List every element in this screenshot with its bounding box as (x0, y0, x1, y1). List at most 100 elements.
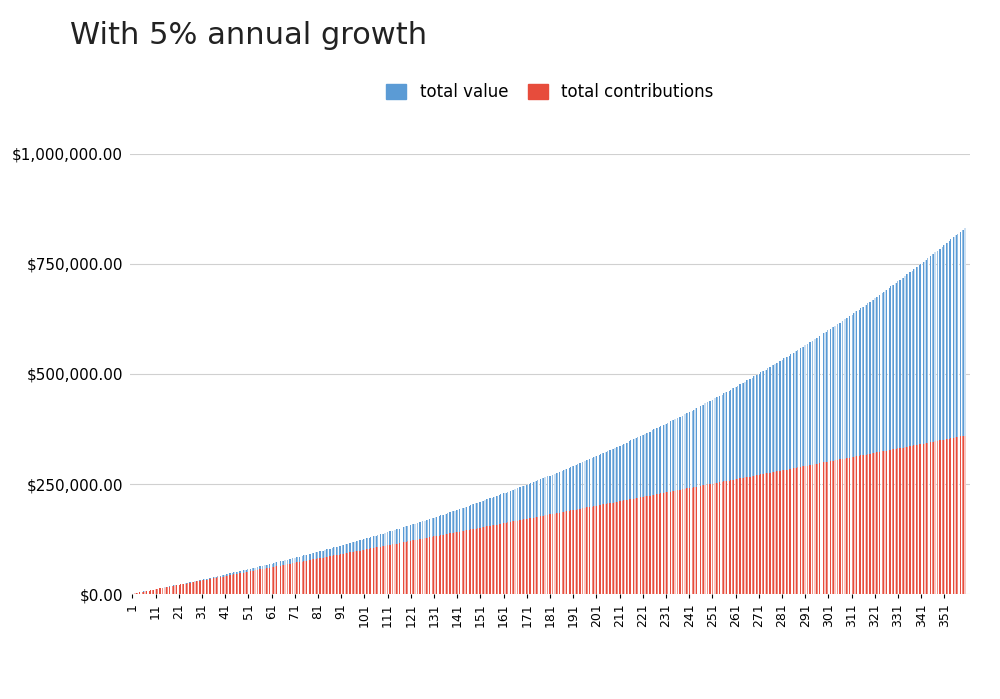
Bar (301, 556, 303, 594)
Bar (461, 531, 463, 594)
Bar (315, 559, 317, 594)
Bar (563, 512, 565, 594)
Bar (853, 456, 855, 594)
Bar (155, 589, 157, 594)
Bar (920, 444, 922, 594)
Bar (633, 498, 635, 594)
Bar (656, 428, 658, 594)
Bar (284, 565, 286, 594)
Bar (867, 303, 869, 594)
Bar (558, 512, 560, 594)
Bar (846, 318, 848, 594)
Bar (519, 487, 521, 594)
Bar (593, 506, 595, 594)
Bar (899, 280, 901, 594)
Bar (401, 528, 402, 594)
Bar (340, 554, 342, 594)
Bar (394, 544, 396, 594)
Bar (702, 405, 704, 594)
Bar (892, 284, 894, 594)
Bar (544, 515, 546, 594)
Bar (876, 296, 878, 594)
Bar (960, 231, 962, 594)
Bar (419, 539, 421, 594)
Bar (171, 586, 173, 594)
Bar (196, 582, 198, 594)
Bar (670, 421, 672, 594)
Bar (498, 524, 500, 594)
Bar (138, 592, 140, 594)
Bar (888, 450, 890, 594)
Bar (500, 494, 502, 594)
Bar (582, 508, 583, 594)
Bar (872, 300, 874, 594)
Bar (851, 315, 853, 594)
Bar (507, 491, 509, 594)
Bar (582, 462, 583, 594)
Bar (677, 490, 679, 594)
Bar (424, 521, 426, 594)
Bar (686, 413, 688, 594)
Bar (537, 480, 539, 594)
Bar (767, 368, 769, 594)
Bar (834, 460, 836, 594)
Bar (533, 517, 535, 594)
Bar (291, 559, 293, 594)
Bar (839, 459, 841, 594)
Bar (465, 531, 467, 594)
Bar (904, 447, 906, 594)
Bar (324, 557, 326, 594)
Bar (709, 401, 711, 594)
Bar (331, 548, 333, 594)
Bar (435, 517, 437, 594)
Bar (923, 261, 925, 594)
Bar (220, 577, 221, 594)
Bar (955, 236, 957, 594)
Bar (303, 561, 305, 594)
Bar (173, 586, 175, 594)
Bar (607, 503, 609, 594)
Bar (932, 442, 934, 594)
Bar (477, 503, 479, 594)
Bar (844, 459, 846, 594)
Bar (605, 504, 607, 594)
Bar (280, 565, 282, 594)
Bar (737, 479, 739, 594)
Bar (860, 456, 862, 594)
Bar (526, 519, 528, 594)
Bar (226, 574, 228, 594)
Bar (201, 580, 203, 594)
Bar (551, 514, 553, 594)
Bar (291, 563, 293, 594)
Bar (359, 551, 361, 594)
Bar (275, 566, 277, 594)
Bar (296, 563, 298, 594)
Bar (595, 505, 597, 594)
Bar (825, 462, 827, 594)
Bar (310, 554, 312, 594)
Bar (830, 461, 832, 594)
Bar (656, 494, 658, 594)
Bar (264, 568, 266, 594)
Bar (772, 366, 774, 594)
Bar (148, 591, 150, 594)
Bar (637, 498, 639, 594)
Bar (867, 454, 869, 594)
Bar (496, 524, 498, 594)
Bar (890, 287, 892, 594)
Bar (885, 451, 887, 594)
Bar (593, 457, 595, 594)
Bar (918, 445, 920, 594)
Bar (691, 488, 693, 594)
Bar (955, 438, 957, 594)
Bar (964, 228, 966, 594)
Bar (865, 305, 867, 594)
Bar (626, 500, 628, 594)
Bar (361, 550, 363, 594)
Bar (653, 429, 655, 594)
Bar (486, 499, 488, 594)
Bar (224, 576, 226, 594)
Bar (837, 324, 839, 594)
Bar (953, 238, 955, 594)
Bar (412, 524, 414, 594)
